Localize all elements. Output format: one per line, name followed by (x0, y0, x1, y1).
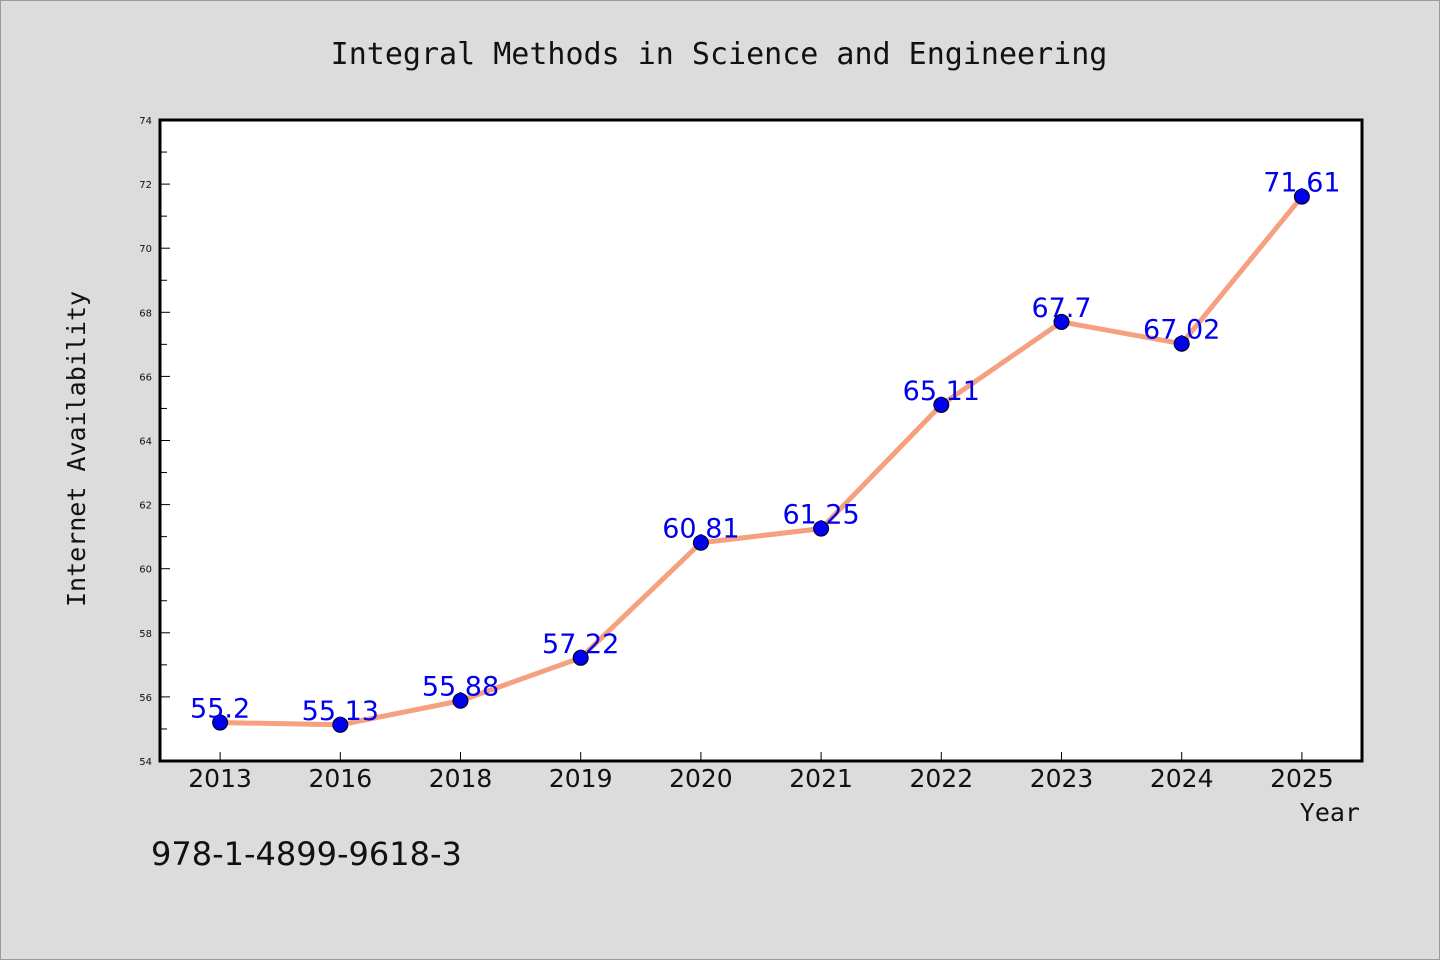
x-tick-label: 2023 (1030, 764, 1094, 793)
y-tick-label: 62 (139, 501, 152, 512)
isbn-text: 978-1-4899-9618-3 (151, 835, 462, 873)
data-label-2013: 55.2 (190, 694, 250, 725)
data-label-2023: 67.7 (1031, 293, 1091, 324)
x-tick-label: 2025 (1270, 764, 1334, 793)
plot-area (158, 118, 1364, 763)
x-axis: 2013 2016 2018 2019 2020 2021 2022 2023 2024 2025 (188, 752, 1334, 793)
data-point-2018 (452, 692, 469, 709)
y-tick-label: 70 (139, 244, 152, 255)
x-tick-label: 2021 (789, 764, 853, 793)
data-label-2016: 55.13 (302, 696, 379, 727)
y-tick-label: 72 (139, 180, 152, 191)
x-tick-label: 2013 (188, 764, 252, 793)
data-label-2020: 60.81 (662, 514, 739, 545)
x-axis-label: Year (1300, 798, 1360, 827)
y-tick-label: 54 (139, 757, 152, 768)
data-labels: 55.2 55.13 55.88 57.22 60.81 61.25 65.11 67.7 67… (190, 168, 1341, 727)
data-label-2025: 71.61 (1263, 168, 1340, 199)
y-axis-label: Internet Availability (62, 291, 91, 607)
x-tick-label: 2018 (429, 764, 493, 793)
data-point-2016 (332, 716, 349, 733)
data-point-2019 (572, 649, 589, 666)
data-label-2018: 55.88 (422, 672, 499, 703)
x-tick-label: 2022 (909, 764, 973, 793)
y-tick-label: 60 (139, 565, 152, 576)
data-label-2024: 67.02 (1143, 315, 1220, 346)
data-point-2021 (813, 520, 830, 537)
x-tick-label: 2020 (669, 764, 733, 793)
y-tick-label: 56 (139, 693, 152, 704)
data-point-2013 (212, 714, 229, 731)
data-point-2020 (692, 534, 709, 551)
x-tick-label: 2024 (1150, 764, 1214, 793)
y-tick-label: 64 (139, 437, 152, 448)
y-axis: 54 56 58 60 62 64 66 68 70 72 74 (139, 116, 170, 768)
y-tick-label: 66 (139, 372, 152, 383)
data-label-2022: 65.11 (903, 376, 980, 407)
x-tick-label: 2019 (549, 764, 613, 793)
chart-title: Integral Methods in Science and Engineer… (331, 37, 1108, 72)
y-tick-label: 74 (139, 116, 152, 127)
y-tick-label: 58 (139, 629, 152, 640)
data-label-2021: 61.25 (782, 500, 859, 531)
y-tick-label: 68 (139, 308, 152, 319)
series-line (217, 194, 1305, 728)
x-tick-label: 2016 (308, 764, 372, 793)
data-point-2024 (1173, 335, 1190, 352)
data-markers (212, 188, 1310, 733)
data-label-2019: 57.22 (542, 629, 619, 660)
data-point-2023 (1053, 313, 1070, 330)
data-point-2025 (1293, 188, 1310, 205)
data-point-2022 (933, 396, 950, 413)
